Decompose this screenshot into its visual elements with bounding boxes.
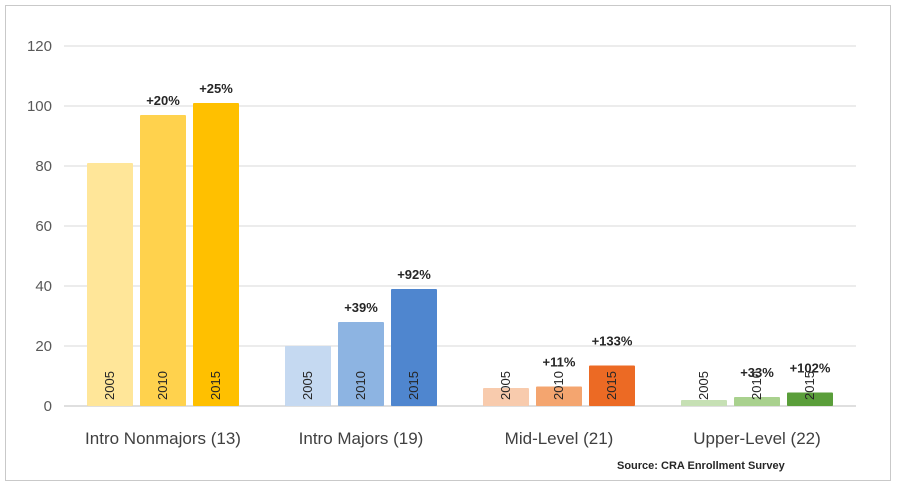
- y-tick-label: 40: [35, 278, 52, 295]
- bar-year-label: 2005: [498, 371, 513, 400]
- bar: [87, 163, 133, 406]
- bar-change-label: +102%: [790, 361, 831, 376]
- bar-year-label: 2005: [102, 371, 117, 400]
- bar: [140, 115, 186, 406]
- source-note: Source: CRA Enrollment Survey: [617, 460, 786, 472]
- bar-year-label: 2010: [551, 371, 566, 400]
- y-tick-label: 20: [35, 338, 52, 355]
- bars: 2005 2010 +20% 2015 +25% 2005 2010 +39% 2015 +92%…: [87, 81, 833, 406]
- bar: [338, 322, 384, 406]
- bar: [391, 289, 437, 406]
- bar-change-label: +133%: [592, 334, 633, 349]
- bar-change-label: +33%: [740, 365, 774, 380]
- y-tick-label: 80: [35, 158, 52, 175]
- chart-frame: 0 20 40 60 80 100 120 2005 2010 +20% 2015 +25% 2005…: [5, 5, 891, 481]
- bar-year-label: 2010: [353, 371, 368, 400]
- y-tick-label: 60: [35, 218, 52, 235]
- y-axis-ticks: 0 20 40 60 80 100 120: [27, 38, 52, 415]
- bar-year-label: 2010: [155, 371, 170, 400]
- category-label: Intro Nonmajors (13): [85, 429, 241, 448]
- bar: [285, 346, 331, 406]
- bar: [787, 392, 833, 406]
- y-tick-label: 0: [44, 398, 52, 415]
- y-tick-label: 120: [27, 38, 52, 55]
- category-label: Upper-Level (22): [693, 429, 821, 448]
- bar: [734, 397, 780, 406]
- bar-change-label: +39%: [344, 300, 378, 315]
- category-label: Intro Majors (19): [299, 429, 424, 448]
- bar-year-label: 2010: [749, 371, 764, 400]
- bar-year-label: 2005: [696, 371, 711, 400]
- bar-change-label: +92%: [397, 267, 431, 282]
- bar-year-label: 2015: [802, 371, 817, 400]
- bar-year-label: 2005: [300, 371, 315, 400]
- bar-year-label: 2015: [406, 371, 421, 400]
- bar: [681, 400, 727, 406]
- bar: [193, 103, 239, 406]
- y-tick-label: 100: [27, 98, 52, 115]
- bar-change-label: +20%: [146, 93, 180, 108]
- bar-change-label: +25%: [199, 81, 233, 96]
- x-axis-labels: Intro Nonmajors (13) Intro Majors (19) Mid…: [85, 429, 821, 448]
- bar: [483, 388, 529, 406]
- bar: [536, 386, 582, 406]
- bar: [589, 365, 635, 406]
- bar-year-label: 2015: [604, 371, 619, 400]
- category-label: Mid-Level (21): [505, 429, 614, 448]
- bar-change-label: +11%: [543, 355, 576, 370]
- bar-year-label: 2015: [208, 371, 223, 400]
